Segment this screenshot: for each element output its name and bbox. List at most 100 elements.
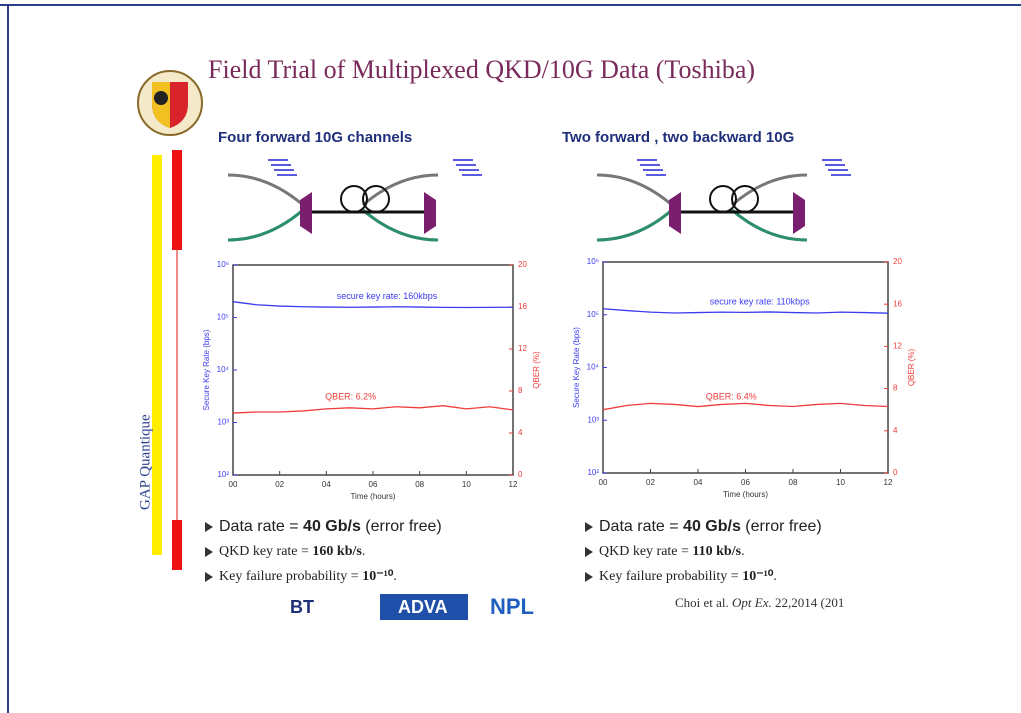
bullet-part: QKD key rate = bbox=[599, 544, 692, 559]
bullet-part: 160 kb/s bbox=[312, 544, 362, 559]
annotation: secure key rate: 110kbps bbox=[710, 296, 810, 306]
bullet: QKD key rate = 160 kb/s. bbox=[219, 544, 365, 559]
y2-tick-label: 16 bbox=[893, 299, 902, 308]
y-tick-label: 10³ bbox=[587, 415, 599, 424]
panel-heading: Four forward 10G channels bbox=[218, 129, 412, 146]
slide: GAP Quantique Field Trial of Multiplexed… bbox=[0, 0, 1021, 713]
y2-tick-label: 0 bbox=[518, 470, 523, 479]
fiber bbox=[597, 175, 807, 240]
y-tick-label: 10⁵ bbox=[217, 313, 229, 322]
crest bbox=[138, 71, 202, 135]
side-bar-red bbox=[172, 150, 182, 250]
plot-frame bbox=[603, 262, 888, 473]
bullet: Key failure probability = 10⁻¹⁰. bbox=[219, 569, 397, 584]
logo: NPL bbox=[490, 594, 534, 619]
citation-part: 22,2014 (201 bbox=[772, 595, 845, 610]
bullet-part: . bbox=[362, 544, 366, 559]
x-tick-label: 08 bbox=[789, 478, 798, 487]
x-tick-label: 10 bbox=[836, 478, 845, 487]
y-axis-title: Secure Key Rate (bps) bbox=[202, 329, 211, 410]
citation-part: Opt Ex. bbox=[732, 595, 772, 610]
x-tick-label: 08 bbox=[415, 480, 424, 489]
y2-tick-label: 4 bbox=[893, 426, 898, 435]
side-bar-red bbox=[172, 520, 182, 570]
x-tick-label: 06 bbox=[369, 480, 378, 489]
y2-tick-label: 8 bbox=[893, 384, 898, 393]
bullet: Data rate = 40 Gb/s (error free) bbox=[219, 518, 442, 535]
fiber-diagram bbox=[597, 160, 851, 240]
x-tick-label: 00 bbox=[599, 478, 608, 487]
series-line bbox=[603, 309, 888, 313]
y-axis-title: Secure Key Rate (bps) bbox=[572, 327, 581, 408]
mux bbox=[669, 192, 681, 234]
bullet-part: 10⁻¹⁰ bbox=[362, 569, 394, 584]
bullet-part: . bbox=[393, 569, 397, 584]
fiber bbox=[228, 210, 438, 240]
y2-axis-title: QBER (%) bbox=[532, 351, 541, 389]
bullet-part: Data rate = bbox=[599, 518, 683, 535]
bullet-part: QKD key rate = bbox=[219, 544, 312, 559]
bullet: Key failure probability = 10⁻¹⁰. bbox=[599, 569, 777, 584]
bullet-part: (error free) bbox=[361, 518, 442, 535]
x-axis-title: Time (hours) bbox=[723, 490, 768, 499]
x-tick-label: 10 bbox=[462, 480, 471, 489]
mux bbox=[793, 192, 805, 234]
citation: Choi et al. Opt Ex. 22,2014 (201 bbox=[675, 595, 844, 610]
bullet-part: . bbox=[773, 569, 777, 584]
y-tick-label: 10⁶ bbox=[587, 257, 599, 266]
y-tick-label: 10⁴ bbox=[587, 363, 600, 372]
y2-tick-label: 12 bbox=[893, 342, 902, 351]
slide-title: Field Trial of Multiplexed QKD/10G Data … bbox=[208, 55, 755, 84]
bullet-part: Key failure probability = bbox=[599, 569, 742, 584]
y-tick-label: 10⁴ bbox=[217, 365, 230, 374]
y2-axis-title: QBER (%) bbox=[907, 349, 916, 387]
y-tick-label: 10² bbox=[587, 468, 599, 477]
x-tick-label: 06 bbox=[741, 478, 750, 487]
x-tick-label: 02 bbox=[646, 478, 655, 487]
y2-tick-label: 0 bbox=[893, 468, 898, 477]
x-tick-label: 12 bbox=[509, 480, 518, 489]
x-tick-label: 02 bbox=[275, 480, 284, 489]
y2-tick-label: 20 bbox=[518, 260, 527, 269]
annotation: QBER: 6.4% bbox=[706, 391, 757, 401]
x-tick-label: 04 bbox=[322, 480, 331, 489]
y-tick-label: 10⁵ bbox=[587, 310, 599, 319]
y-tick-label: 10⁶ bbox=[217, 260, 229, 269]
x-tick-label: 04 bbox=[694, 478, 703, 487]
bullet-part: 110 kb/s bbox=[692, 544, 741, 559]
fiber bbox=[228, 175, 438, 240]
bullet-part: 10⁻¹⁰ bbox=[742, 569, 774, 584]
bullet-arrow bbox=[585, 547, 593, 557]
annotation: secure key rate: 160kbps bbox=[337, 291, 438, 301]
mux bbox=[424, 192, 436, 234]
bullet-part: 40 Gb/s bbox=[303, 518, 361, 535]
fiber bbox=[597, 210, 807, 240]
y-tick-label: 10³ bbox=[217, 418, 229, 427]
bullet-part: Key failure probability = bbox=[219, 569, 362, 584]
annotation: QBER: 6.2% bbox=[325, 392, 376, 402]
panel-heading: Two forward , two backward 10G bbox=[562, 129, 794, 146]
bullet: Data rate = 40 Gb/s (error free) bbox=[599, 518, 822, 535]
series-line bbox=[603, 403, 888, 409]
series-line bbox=[233, 406, 513, 413]
logo: BT bbox=[290, 597, 314, 617]
x-tick-label: 00 bbox=[229, 480, 238, 489]
bullet-part: 40 Gb/s bbox=[683, 518, 741, 535]
y2-tick-label: 12 bbox=[518, 344, 527, 353]
logo: ADVA bbox=[398, 597, 448, 617]
x-tick-label: 12 bbox=[884, 478, 893, 487]
mux bbox=[300, 192, 312, 234]
bullet-arrow bbox=[205, 522, 213, 532]
y-tick-label: 10² bbox=[217, 470, 229, 479]
side-bar-yellow bbox=[152, 155, 162, 555]
bullet: QKD key rate = 110 kb/s. bbox=[599, 544, 745, 559]
series-line bbox=[233, 302, 513, 308]
fiber-diagram bbox=[228, 160, 482, 240]
bullet-arrow bbox=[585, 572, 593, 582]
bullet-part: . bbox=[741, 544, 745, 559]
bullet-arrow bbox=[205, 572, 213, 582]
y2-tick-label: 20 bbox=[893, 257, 902, 266]
citation-part: Choi et al. bbox=[675, 595, 732, 610]
bullet-arrow bbox=[585, 522, 593, 532]
y2-tick-label: 4 bbox=[518, 428, 523, 437]
